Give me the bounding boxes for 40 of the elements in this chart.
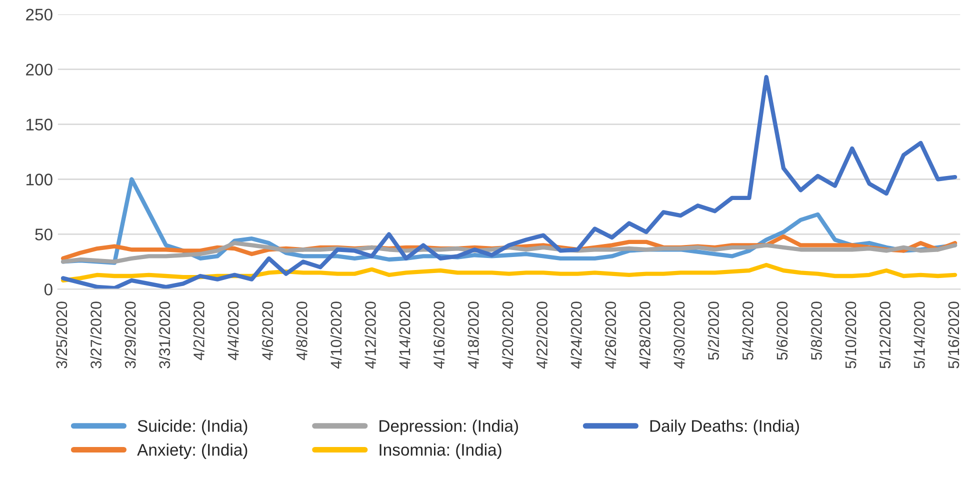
x-tick-label: 4/14/2020 [398, 302, 410, 369]
x-tick-label: 4/28/2020 [639, 302, 650, 369]
y-tick-label: 100 [26, 174, 52, 186]
x-tick-label: 4/4/2020 [227, 302, 239, 360]
y-tick-label: 150 [26, 118, 52, 130]
x-tick-label: 3/29/2020 [124, 302, 136, 368]
x-tick-label: 5/16/2020 [948, 302, 960, 368]
legend-label: Anxiety: (India) [137, 443, 248, 460]
y-tick-label: 200 [26, 64, 52, 76]
x-tick-label: 4/26/2020 [604, 302, 616, 369]
y-tick-label: 0 [44, 284, 52, 296]
x-tick-label: 5/10/2020 [844, 302, 856, 368]
legend-label: Daily Deaths: (India) [650, 420, 799, 436]
x-tick-label: 5/2/2020 [708, 302, 719, 360]
x-tick-label: 5/12/2020 [879, 302, 891, 368]
x-tick-label: 4/24/2020 [570, 302, 582, 369]
x-tick-label: 5/4/2020 [742, 302, 754, 360]
x-tick-label: 5/6/2020 [776, 302, 788, 360]
x-tick-label: 4/30/2020 [673, 302, 685, 369]
legend-label: Suicide: (India) [138, 420, 248, 436]
x-tick-label: 4/12/2020 [364, 302, 376, 369]
x-tick-label: 4/6/2020 [262, 302, 273, 360]
y-tick-label: 250 [26, 8, 52, 21]
y-tick-label: 50 [35, 228, 52, 240]
x-tick-label: 5/14/2020 [914, 302, 925, 368]
legend-label: Depression: (India) [380, 420, 518, 436]
x-tick-label: 5/8/2020 [810, 302, 822, 360]
x-tick-label: 3/31/2020 [158, 302, 170, 368]
x-tick-label: 4/22/2020 [536, 302, 548, 369]
x-tick-label: 4/8/2020 [296, 302, 308, 360]
line-series [60, 262, 958, 282]
x-tick-label: 4/16/2020 [433, 302, 445, 369]
x-tick-label: 3/25/2020 [56, 302, 68, 368]
x-tick-label: 4/10/2020 [330, 302, 342, 369]
line-series [60, 74, 958, 290]
x-tick-label: 4/2/2020 [193, 302, 204, 360]
legend-label: Insomnia: (India) [380, 443, 502, 460]
x-tick-label: 4/18/2020 [468, 302, 479, 369]
x-tick-label: 4/20/2020 [502, 302, 514, 369]
x-tick-label: 3/27/2020 [90, 302, 102, 368]
